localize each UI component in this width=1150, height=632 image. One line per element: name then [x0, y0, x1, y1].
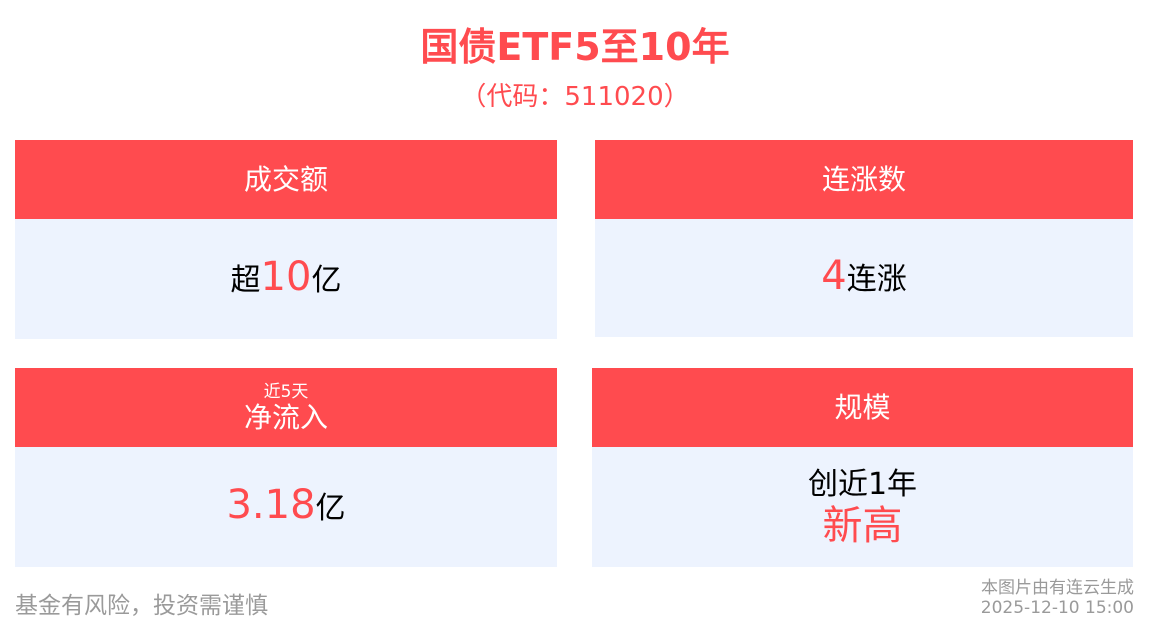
- card-label: 净流入: [243, 400, 328, 434]
- card-value-line1: 创近1年: [807, 467, 918, 502]
- card-value: 4: [821, 253, 847, 299]
- value-unit: 连涨: [846, 262, 907, 297]
- risk-disclaimer: 基金有风险，投资需谨慎: [15, 593, 268, 619]
- value-prefix: 超: [230, 263, 261, 298]
- card-value-line2: 新高: [822, 503, 903, 549]
- source-info: 本图片由有连云生成 2025-12-10 15:00: [981, 578, 1134, 618]
- card-body: 3.18亿: [15, 447, 557, 567]
- card-turnover: 成交额 超10亿: [15, 140, 557, 339]
- card-value: 3.18: [226, 482, 316, 528]
- card-scale: 规模 创近1年 新高: [592, 368, 1133, 567]
- fund-code: （代码：511020）: [460, 82, 690, 112]
- card-body: 4连涨: [595, 219, 1133, 337]
- card-header: 成交额: [15, 140, 557, 219]
- card-label: 规模: [834, 390, 891, 424]
- value-unit: 亿: [311, 263, 342, 298]
- card-net-inflow: 近5天 净流入 3.18亿: [15, 368, 557, 567]
- card-body: 超10亿: [15, 219, 557, 339]
- card-consecutive-rise: 连涨数 4连涨: [595, 140, 1133, 337]
- page-title: 国债ETF5至10年: [420, 25, 730, 69]
- card-label: 成交额: [243, 162, 328, 196]
- timestamp: 2025-12-10 15:00: [980, 598, 1134, 618]
- card-body: 创近1年 新高: [592, 447, 1133, 567]
- card-label: 连涨数: [821, 162, 906, 196]
- card-header: 连涨数: [595, 140, 1133, 219]
- source-text: 本图片由有连云生成: [981, 578, 1134, 598]
- card-header: 近5天 净流入: [15, 368, 557, 447]
- card-sublabel: 近5天: [263, 381, 309, 402]
- card-value: 10: [260, 254, 312, 300]
- value-unit: 亿: [315, 491, 346, 526]
- card-header: 规模: [592, 368, 1133, 447]
